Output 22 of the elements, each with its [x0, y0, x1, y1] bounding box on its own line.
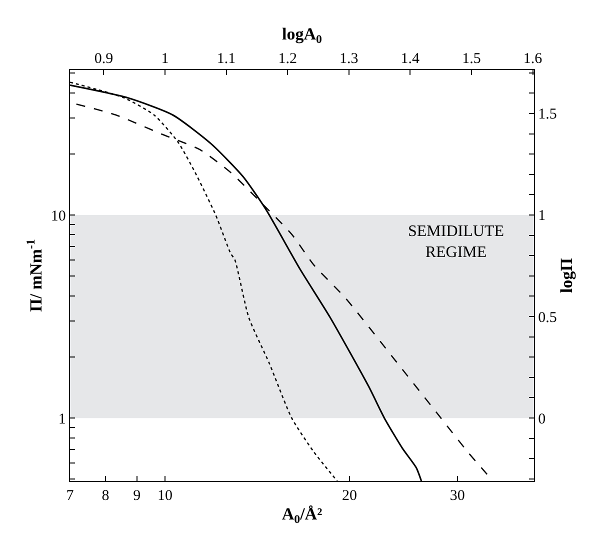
x2-tick-label: 0.9: [94, 50, 114, 67]
x-tick-label: 20: [342, 488, 357, 504]
y2-axis-title: logΠ: [557, 258, 576, 293]
x-axis-title: A$_{0}$/Å²: [282, 504, 322, 526]
x-tick-label: 9: [133, 488, 141, 504]
x-tick-label: 30: [450, 488, 465, 504]
x2-axis-title: logA$_{0}$: [282, 24, 322, 46]
x2-tick-label: 1.2: [278, 50, 297, 67]
x-tick-label: 8: [102, 488, 110, 504]
x2-tick-label: 1.1: [216, 50, 236, 67]
y2-tick-label: 1: [538, 208, 546, 224]
x2-tick-label: 1.4: [400, 50, 420, 67]
x-tick-label: 10: [157, 488, 172, 504]
y2-tick-label: 0: [538, 411, 546, 428]
x2-tick-label: 1.5: [462, 50, 481, 67]
y2-tick-label: 0.5: [538, 310, 557, 326]
x-tick-label: 7: [66, 488, 74, 504]
x2-tick-label: 1: [161, 50, 169, 67]
y2-tick-label: 1.5: [538, 106, 557, 123]
x2-tick-label: 1.6: [523, 50, 543, 67]
band-label: SEMIDILUTE REGIME: [408, 223, 504, 261]
x2-tick-label: 1.3: [340, 50, 358, 67]
